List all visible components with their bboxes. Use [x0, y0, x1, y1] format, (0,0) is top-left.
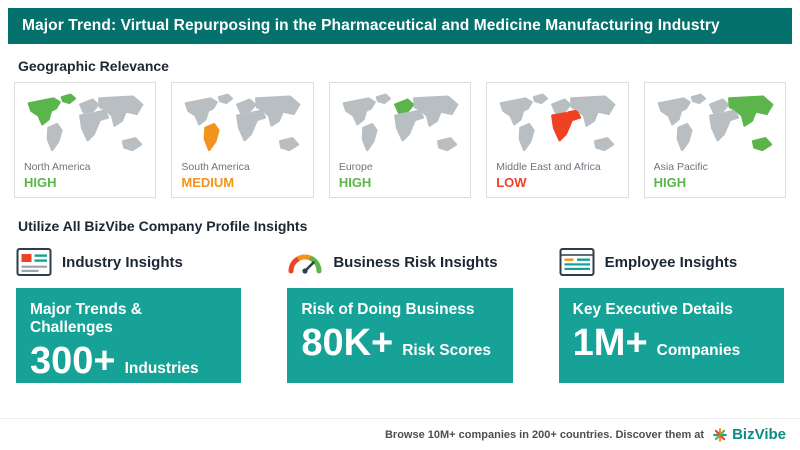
insight-stat: 300+ Industries [30, 340, 227, 383]
bizvibe-mark-icon [712, 427, 728, 443]
bizvibe-logo: BizVibe [712, 426, 786, 443]
risk-insights-header: Business Risk Insights [287, 247, 512, 277]
employee-insights-header: Employee Insights [559, 247, 784, 277]
world-map-north-america [24, 90, 146, 156]
industry-insights-icon [16, 247, 52, 277]
stat-value: 80K+ [301, 322, 394, 364]
employee-insights-icon [559, 247, 595, 277]
geo-cards-row: North America HIGH South America MEDIUM … [14, 82, 787, 198]
risk-insights-box: Risk of Doing Business 80K+ Risk Scores [287, 288, 513, 383]
geo-card-europe: Europe HIGH [328, 82, 472, 198]
world-map-south-america [181, 90, 303, 156]
relevance-level: MEDIUM [181, 175, 235, 190]
stat-unit: Industries [124, 360, 199, 377]
geo-card-north-america: North America HIGH [14, 82, 157, 198]
insight-col-industry: Industry Insights Major Trends & Challen… [16, 247, 242, 383]
insight-col-employee: Employee Insights Key Executive Details … [558, 247, 784, 383]
industry-insights-box: Major Trends & Challenges 300+ Industrie… [16, 288, 242, 383]
industry-insights-header: Industry Insights [16, 247, 241, 277]
region-name: Asia Pacific [653, 161, 708, 173]
stat-value: 1M+ [572, 322, 648, 364]
geo-card-middle-east-africa: Middle East and Africa LOW [486, 82, 629, 198]
world-map-europe [339, 90, 461, 156]
title-banner: Major Trend: Virtual Repurposing in the … [8, 8, 792, 44]
employee-insights-box: Key Executive Details 1M+ Companies [558, 288, 784, 383]
insight-stat: 80K+ Risk Scores [301, 322, 498, 365]
insight-line: Major Trends & Challenges [30, 301, 142, 336]
geo-relevance-heading: Geographic Relevance [18, 58, 169, 74]
geo-card-asia-pacific: Asia Pacific HIGH [643, 82, 787, 198]
geo-card-south-america: South America MEDIUM [171, 82, 314, 198]
insight-line: Key Executive Details [572, 301, 733, 318]
world-map-middle-east-africa [496, 90, 618, 156]
relevance-level: LOW [496, 175, 527, 190]
footer: Browse 10M+ companies in 200+ countries.… [0, 418, 800, 450]
world-map-asia-pacific [654, 90, 776, 156]
risk-gauge-icon [287, 247, 323, 277]
stat-unit: Risk Scores [402, 342, 491, 359]
stat-unit: Companies [656, 342, 741, 359]
relevance-level: HIGH [24, 175, 57, 190]
region-name: Middle East and Africa [496, 161, 601, 173]
insight-stat: 1M+ Companies [572, 322, 770, 365]
insights-row: Industry Insights Major Trends & Challen… [16, 247, 784, 383]
relevance-level: HIGH [338, 175, 372, 190]
region-name: Europe [338, 161, 373, 173]
region-name: South America [181, 161, 250, 173]
insight-line: Risk of Doing Business [301, 301, 475, 318]
footer-text: Browse 10M+ companies in 200+ countries.… [384, 428, 705, 441]
relevance-level: HIGH [653, 175, 687, 190]
insights-heading: Utilize All BizVibe Company Profile Insi… [18, 218, 308, 234]
region-name: North America [24, 161, 91, 173]
insight-title: Industry Insights [62, 253, 183, 271]
banner-title: Major Trend: Virtual Repurposing in the … [22, 17, 720, 34]
stat-value: 300+ [30, 340, 116, 382]
insight-title: Business Risk Insights [333, 253, 498, 271]
insight-title: Employee Insights [604, 253, 738, 271]
bizvibe-wordmark: BizVibe [732, 426, 786, 443]
insight-col-risk: Business Risk Insights Risk of Doing Bus… [287, 247, 513, 383]
